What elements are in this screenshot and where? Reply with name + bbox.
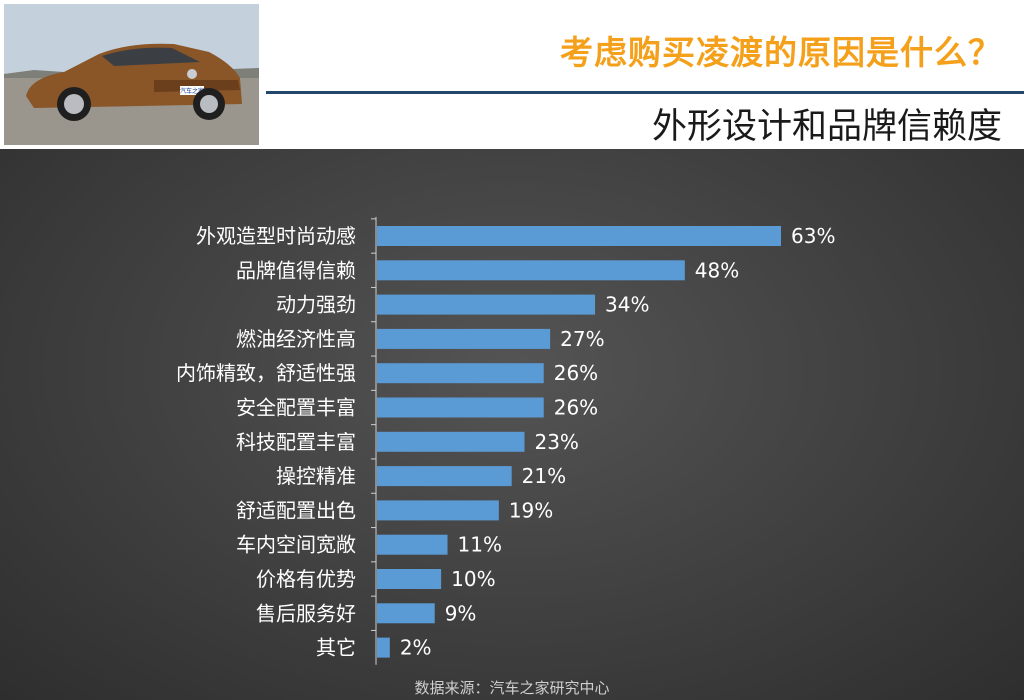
- bar: [377, 466, 512, 487]
- category-label: 品牌值得信赖: [236, 258, 356, 282]
- bar: [377, 260, 685, 281]
- bar: [377, 363, 544, 384]
- data-label: 63%: [791, 224, 835, 248]
- category-label: 其它: [316, 636, 356, 660]
- header: 汽车之家 考虑购买凌渡的原因是什么？ 外形设计和品牌信赖度: [0, 0, 1024, 149]
- car-photo: 汽车之家: [4, 4, 259, 145]
- category-label: 售后服务好: [256, 601, 356, 625]
- data-label: 10%: [451, 567, 495, 591]
- source-note: 数据来源：汽车之家研究中心: [414, 679, 610, 697]
- car-illustration: 汽车之家: [4, 4, 259, 145]
- bar: [377, 397, 544, 418]
- data-label: 48%: [695, 258, 739, 282]
- data-label: 27%: [560, 327, 604, 351]
- bar: [377, 637, 390, 658]
- category-label: 燃油经济性高: [236, 327, 356, 351]
- page-title: 考虑购买凌渡的原因是什么？: [560, 33, 1002, 72]
- chart-area: 外观造型时尚动感 63% 品牌值得信赖 48% 动力强劲 34% 燃油经济性高 27% 内饰精致…: [0, 149, 1024, 700]
- bar: [377, 569, 442, 589]
- bar: [377, 226, 781, 246]
- divider: [266, 91, 1024, 94]
- bar: [377, 534, 448, 555]
- category-label: 操控精准: [276, 464, 356, 488]
- license-plate: 汽车之家: [180, 87, 204, 95]
- data-label: 19%: [509, 498, 553, 522]
- category-label: 舒适配置出色: [236, 498, 356, 522]
- category-label: 外观造型时尚动感: [196, 224, 356, 248]
- data-label: 23%: [534, 430, 578, 454]
- bar: [377, 500, 499, 521]
- category-label: 安全配置丰富: [236, 396, 356, 420]
- data-label: 11%: [458, 533, 502, 557]
- bar: [377, 328, 551, 349]
- bar: [377, 603, 435, 624]
- data-label: 34%: [605, 293, 649, 317]
- data-label: 26%: [554, 361, 598, 385]
- page-subtitle: 外形设计和品牌信赖度: [651, 107, 1002, 147]
- data-label: 9%: [445, 601, 477, 625]
- category-label: 内饰精致，舒适性强: [176, 361, 356, 385]
- data-label: 26%: [554, 396, 598, 420]
- data-label: 21%: [522, 464, 566, 488]
- bar-chart: 外观造型时尚动感 63% 品牌值得信赖 48% 动力强劲 34% 燃油经济性高 27% 内饰精致…: [176, 216, 835, 665]
- bar: [377, 431, 525, 452]
- data-label: 2%: [400, 636, 432, 660]
- category-label: 动力强劲: [276, 293, 356, 317]
- bar: [377, 294, 596, 315]
- category-label: 科技配置丰富: [236, 430, 356, 454]
- category-label: 车内空间宽敞: [236, 533, 356, 557]
- category-label: 价格有优势: [256, 567, 356, 591]
